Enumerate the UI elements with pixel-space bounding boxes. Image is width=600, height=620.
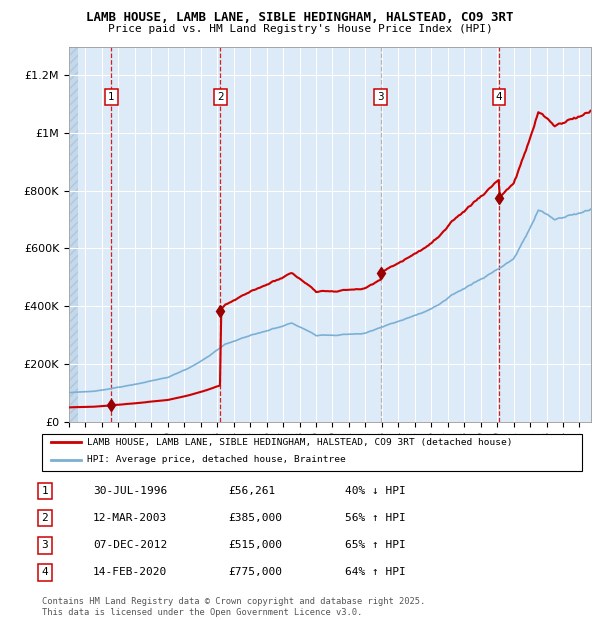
Text: Price paid vs. HM Land Registry's House Price Index (HPI): Price paid vs. HM Land Registry's House … (107, 24, 493, 33)
Text: £515,000: £515,000 (228, 540, 282, 550)
Text: £385,000: £385,000 (228, 513, 282, 523)
Bar (69, 46, 78, 422)
Text: 12-MAR-2003: 12-MAR-2003 (93, 513, 167, 523)
Text: LAMB HOUSE, LAMB LANE, SIBLE HEDINGHAM, HALSTEAD, CO9 3RT: LAMB HOUSE, LAMB LANE, SIBLE HEDINGHAM, … (86, 11, 514, 24)
Text: 4: 4 (496, 92, 502, 102)
Text: 64% ↑ HPI: 64% ↑ HPI (345, 567, 406, 577)
Text: 1: 1 (108, 92, 115, 102)
Text: HPI: Average price, detached house, Braintree: HPI: Average price, detached house, Brai… (87, 456, 346, 464)
Text: £775,000: £775,000 (228, 567, 282, 577)
Bar (69, 46, 78, 422)
Text: £56,261: £56,261 (228, 486, 275, 496)
Text: 56% ↑ HPI: 56% ↑ HPI (345, 513, 406, 523)
Text: 1: 1 (41, 486, 49, 496)
Text: Contains HM Land Registry data © Crown copyright and database right 2025.
This d: Contains HM Land Registry data © Crown c… (42, 598, 425, 617)
Text: 3: 3 (377, 92, 384, 102)
Text: LAMB HOUSE, LAMB LANE, SIBLE HEDINGHAM, HALSTEAD, CO9 3RT (detached house): LAMB HOUSE, LAMB LANE, SIBLE HEDINGHAM, … (87, 438, 512, 446)
Text: 3: 3 (41, 540, 49, 550)
Text: 40% ↓ HPI: 40% ↓ HPI (345, 486, 406, 496)
Text: 2: 2 (217, 92, 224, 102)
Text: 30-JUL-1996: 30-JUL-1996 (93, 486, 167, 496)
Text: 2: 2 (41, 513, 49, 523)
Text: 4: 4 (41, 567, 49, 577)
Text: 65% ↑ HPI: 65% ↑ HPI (345, 540, 406, 550)
Text: 07-DEC-2012: 07-DEC-2012 (93, 540, 167, 550)
Text: 14-FEB-2020: 14-FEB-2020 (93, 567, 167, 577)
